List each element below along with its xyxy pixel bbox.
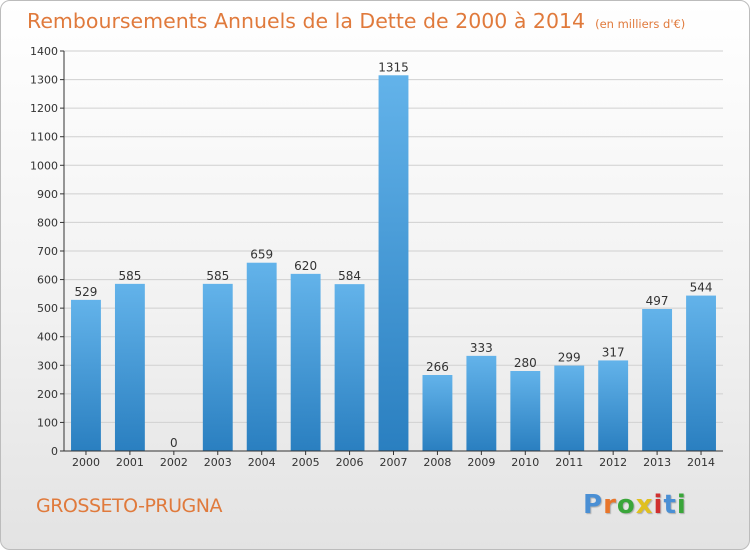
bar — [378, 75, 409, 452]
x-tick-label: 2014 — [687, 456, 715, 469]
y-tick-label: 1200 — [30, 102, 58, 115]
x-tick-label: 2002 — [160, 456, 188, 469]
proxiti-logo: Proxiti — [583, 490, 687, 520]
x-tick-label: 2003 — [204, 456, 232, 469]
y-tick-label: 1300 — [30, 74, 58, 87]
bar — [598, 360, 629, 451]
data-label: 333 — [470, 341, 493, 355]
x-tick-label: 2013 — [643, 456, 671, 469]
data-label: 585 — [206, 269, 229, 283]
y-tick-label: 800 — [37, 216, 58, 229]
data-label: 299 — [558, 351, 581, 365]
logo-letter: x — [635, 490, 654, 520]
bar — [246, 262, 277, 451]
y-tick-label: 700 — [37, 245, 58, 258]
bar — [202, 283, 233, 451]
data-label: 620 — [294, 259, 317, 273]
bar — [114, 283, 145, 451]
y-tick-label: 1100 — [30, 131, 58, 144]
x-tick-label: 2008 — [423, 456, 451, 469]
data-label: 1315 — [378, 60, 409, 74]
x-tick-label: 2001 — [116, 456, 144, 469]
data-label: 497 — [646, 294, 669, 308]
bar — [422, 375, 453, 451]
x-tick-label: 2011 — [555, 456, 583, 469]
bar — [686, 295, 716, 451]
data-label: 659 — [250, 248, 273, 262]
data-label: 585 — [118, 269, 141, 283]
bar — [642, 309, 673, 451]
logo-letter: o — [616, 490, 636, 520]
y-tick-label: 0 — [51, 445, 58, 458]
x-tick-label: 2000 — [72, 456, 100, 469]
x-tick-label: 2009 — [467, 456, 495, 469]
y-tick-label: 300 — [37, 359, 58, 372]
y-tick-label: 1400 — [30, 45, 58, 58]
y-tick-labels: 0 100 200 300 400 500 600 700 800 900 1000 1100 1200… — [30, 45, 58, 458]
bar — [554, 365, 585, 451]
axes — [60, 50, 723, 455]
logo-letter: i — [676, 490, 687, 520]
y-tick-label: 400 — [37, 331, 58, 344]
y-tick-label: 500 — [37, 302, 58, 315]
y-tick-label: 100 — [37, 416, 58, 429]
logo-letter: t — [663, 490, 677, 520]
data-label: 529 — [75, 285, 98, 299]
x-tick-label: 2005 — [292, 456, 320, 469]
bar — [510, 371, 541, 451]
x-tick-label: 2004 — [248, 456, 276, 469]
y-tick-label: 900 — [37, 188, 58, 201]
logo-letter: P — [583, 490, 604, 520]
data-label: 266 — [426, 360, 449, 374]
data-labels: 529 585 0 585 659 620 584 1315 266 333 280 299 317 49… — [75, 60, 713, 450]
x-tick-label: 2007 — [380, 456, 408, 469]
data-label: 280 — [514, 356, 537, 370]
bar — [466, 355, 497, 451]
bars — [71, 75, 716, 452]
bar — [71, 299, 101, 451]
data-label: 317 — [602, 345, 625, 359]
bar — [334, 284, 365, 451]
logo-letter: r — [603, 490, 617, 520]
logo-letter: i — [653, 490, 664, 520]
data-label: 0 — [170, 436, 178, 450]
y-tick-label: 1000 — [30, 159, 58, 172]
x-tick-labels: 2000 2001 2002 2003 2004 2005 2006 2007 2008 2009… — [72, 456, 715, 469]
chart-title: Remboursements Annuels de la Dette de 20… — [27, 9, 685, 33]
y-tick-label: 200 — [37, 388, 58, 401]
commune-name: GROSSETO-PRUGNA — [36, 495, 222, 517]
x-tick-label: 2012 — [599, 456, 627, 469]
bar — [290, 273, 321, 451]
x-tick-label: 2010 — [511, 456, 539, 469]
x-tick-label: 2006 — [336, 456, 364, 469]
data-label: 584 — [338, 269, 361, 283]
chart-subtitle: (en milliers d'€) — [595, 17, 686, 31]
y-tick-label: 600 — [37, 274, 58, 287]
data-label: 544 — [690, 281, 713, 295]
chart-title-text: Remboursements Annuels de la Dette de 20… — [27, 9, 586, 33]
